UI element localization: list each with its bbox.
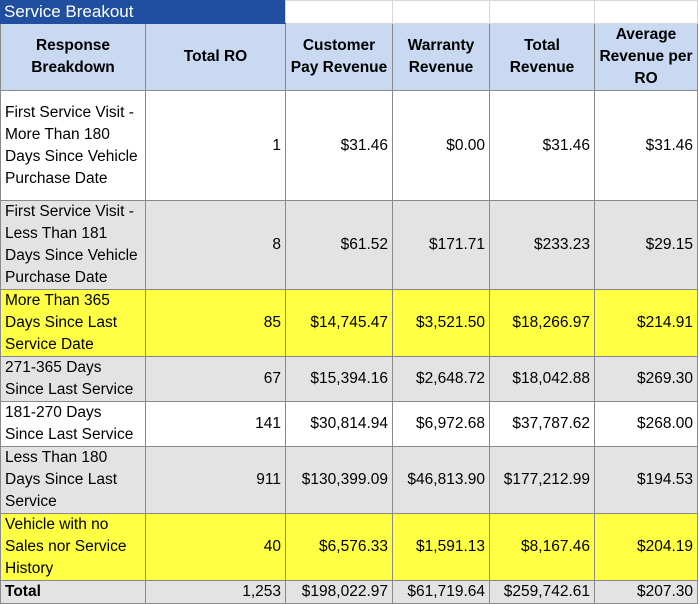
- row-label-cell[interactable]: Vehicle with no Sales nor Service Histor…: [0, 513, 146, 581]
- warranty-cell[interactable]: $6,972.68: [392, 401, 490, 447]
- blank-cell[interactable]: [392, 0, 490, 24]
- customer-pay-sum-cell[interactable]: $198,022.97: [285, 580, 393, 604]
- warranty-sum-cell[interactable]: $61,719.64: [392, 580, 490, 604]
- header-avg-revenue-per-ro[interactable]: Average Revenue per RO: [594, 23, 698, 91]
- customer-pay-cell[interactable]: $130,399.09: [285, 446, 393, 514]
- avg-revenue-cell[interactable]: $194.53: [594, 446, 698, 514]
- avg-revenue-cell[interactable]: $268.00: [594, 401, 698, 447]
- table-row: Less Than 180 Days Since Last Service 91…: [0, 446, 698, 514]
- header-warranty-revenue[interactable]: Warranty Revenue: [392, 23, 490, 91]
- total-ro-cell[interactable]: 85: [145, 289, 286, 357]
- warranty-cell[interactable]: $3,521.50: [392, 289, 490, 357]
- header-row: Response Breakdown Total RO Customer Pay…: [0, 23, 698, 91]
- total-revenue-cell[interactable]: $18,266.97: [489, 289, 595, 357]
- total-ro-cell[interactable]: 141: [145, 401, 286, 447]
- total-ro-cell[interactable]: 67: [145, 356, 286, 402]
- sheet-title: Service Breakout: [4, 2, 134, 21]
- table-row: First Service Visit - Less Than 181 Days…: [0, 200, 698, 290]
- warranty-cell[interactable]: $1,591.13: [392, 513, 490, 581]
- customer-pay-cell[interactable]: $31.46: [285, 90, 393, 201]
- total-row: Total 1,253 $198,022.97 $61,719.64 $259,…: [0, 580, 698, 604]
- header-response-breakdown[interactable]: Response Breakdown: [0, 23, 146, 91]
- total-revenue-cell[interactable]: $177,212.99: [489, 446, 595, 514]
- row-label-cell[interactable]: 271-365 Days Since Last Service: [0, 356, 146, 402]
- avg-revenue-cell[interactable]: $204.19: [594, 513, 698, 581]
- customer-pay-cell[interactable]: $14,745.47: [285, 289, 393, 357]
- blank-cell[interactable]: [285, 0, 393, 24]
- customer-pay-cell[interactable]: $30,814.94: [285, 401, 393, 447]
- avg-revenue-sum-cell[interactable]: $207.30: [594, 580, 698, 604]
- warranty-cell[interactable]: $171.71: [392, 200, 490, 290]
- avg-revenue-cell[interactable]: $29.15: [594, 200, 698, 290]
- total-ro-cell[interactable]: 1: [145, 90, 286, 201]
- warranty-cell[interactable]: $0.00: [392, 90, 490, 201]
- avg-revenue-cell[interactable]: $214.91: [594, 289, 698, 357]
- row-label-cell[interactable]: Less Than 180 Days Since Last Service: [0, 446, 146, 514]
- table-row: More Than 365 Days Since Last Service Da…: [0, 289, 698, 357]
- warranty-cell[interactable]: $46,813.90: [392, 446, 490, 514]
- header-total-revenue[interactable]: Total Revenue: [489, 23, 595, 91]
- total-ro-cell[interactable]: 911: [145, 446, 286, 514]
- warranty-cell[interactable]: $2,648.72: [392, 356, 490, 402]
- customer-pay-cell[interactable]: $15,394.16: [285, 356, 393, 402]
- header-customer-pay-revenue[interactable]: Customer Pay Revenue: [285, 23, 393, 91]
- header-total-ro[interactable]: Total RO: [145, 23, 286, 91]
- total-ro-cell[interactable]: 40: [145, 513, 286, 581]
- total-revenue-cell[interactable]: $37,787.62: [489, 401, 595, 447]
- total-revenue-cell[interactable]: $18,042.88: [489, 356, 595, 402]
- table-row: 181-270 Days Since Last Service 141 $30,…: [0, 401, 698, 447]
- blank-cell[interactable]: [594, 0, 698, 24]
- avg-revenue-cell[interactable]: $31.46: [594, 90, 698, 201]
- total-revenue-cell[interactable]: $31.46: [489, 90, 595, 201]
- avg-revenue-cell[interactable]: $269.30: [594, 356, 698, 402]
- title-row: Service Breakout: [0, 0, 698, 24]
- table-row: Vehicle with no Sales nor Service Histor…: [0, 513, 698, 581]
- row-label-cell[interactable]: First Service Visit - More Than 180 Days…: [0, 90, 146, 201]
- total-ro-cell[interactable]: 8: [145, 200, 286, 290]
- table-row: 271-365 Days Since Last Service 67 $15,3…: [0, 356, 698, 402]
- title-cell[interactable]: Service Breakout: [0, 0, 286, 24]
- row-label-cell[interactable]: 181-270 Days Since Last Service: [0, 401, 146, 447]
- customer-pay-cell[interactable]: $6,576.33: [285, 513, 393, 581]
- table-row: First Service Visit - More Than 180 Days…: [0, 90, 698, 201]
- row-label-cell[interactable]: First Service Visit - Less Than 181 Days…: [0, 200, 146, 290]
- blank-cell[interactable]: [489, 0, 595, 24]
- total-revenue-cell[interactable]: $233.23: [489, 200, 595, 290]
- total-label-cell[interactable]: Total: [0, 580, 146, 604]
- customer-pay-cell[interactable]: $61.52: [285, 200, 393, 290]
- row-label-cell[interactable]: More Than 365 Days Since Last Service Da…: [0, 289, 146, 357]
- total-revenue-cell[interactable]: $8,167.46: [489, 513, 595, 581]
- total-ro-sum-cell[interactable]: 1,253: [145, 580, 286, 604]
- total-revenue-sum-cell[interactable]: $259,742.61: [489, 580, 595, 604]
